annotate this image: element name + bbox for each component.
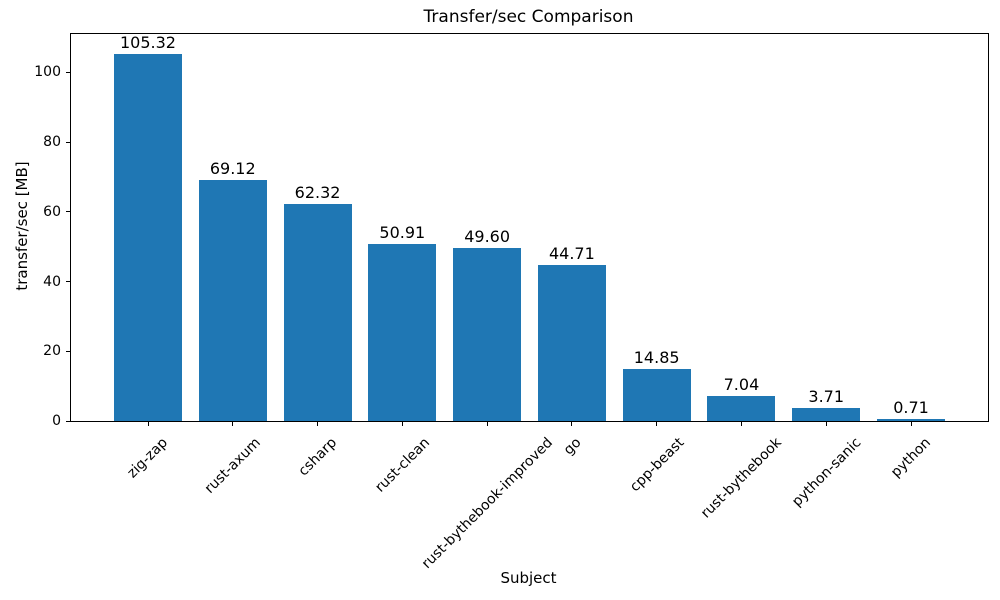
- x-tick-mark: [317, 422, 319, 426]
- x-tick-label: rust-axum: [201, 434, 264, 497]
- bar-value-label: 105.32: [120, 32, 176, 52]
- y-tick-label: 40: [43, 273, 61, 290]
- bar-value-label: 50.91: [379, 222, 426, 242]
- x-tick-mark: [825, 422, 827, 426]
- y-tick-mark: [66, 71, 70, 73]
- chart-title: Transfer/sec Comparison: [423, 7, 634, 27]
- bar-rust-axum: [198, 180, 267, 421]
- y-tick-mark: [66, 420, 70, 422]
- bar-value-label: 49.60: [464, 227, 511, 247]
- x-tick-label: rust-bythebook-improved: [418, 434, 556, 572]
- x-tick-label: zig-zap: [124, 434, 172, 482]
- bar-rust-bythebook-improved: [453, 248, 522, 421]
- bar-rust-bythebook: [707, 396, 776, 421]
- bar-value-label: 3.71: [808, 387, 845, 407]
- x-tick-label: python-sanic: [788, 434, 865, 510]
- y-tick-mark: [66, 350, 70, 352]
- x-tick-label: rust-clean: [371, 434, 433, 496]
- bar-python: [877, 418, 945, 421]
- x-tick-label: csharp: [295, 434, 340, 480]
- bar-rust-clean: [368, 243, 437, 421]
- plot-area: 0 20 40 60 80 100 105.32 zig-zap 69.12 rust-axum 6…: [34, 32, 989, 572]
- bar-value-label: 7.04: [723, 375, 760, 395]
- x-tick-label: python: [888, 434, 934, 481]
- x-axis-label: Subject: [500, 569, 557, 587]
- bar-value-label: 62.32: [294, 182, 341, 202]
- y-tick-mark: [66, 281, 70, 283]
- x-tick-label: rust-bythebook: [697, 434, 785, 522]
- bar-csharp: [283, 203, 352, 421]
- bar-value-label: 69.12: [209, 159, 256, 179]
- x-tick-label: cpp-beast: [626, 434, 688, 496]
- bar-value-label: 44.71: [548, 244, 595, 264]
- bar-python-sanic: [792, 408, 861, 421]
- x-tick-mark: [232, 422, 234, 426]
- bar-value-label: 0.71: [893, 397, 929, 417]
- x-tick-mark: [740, 422, 742, 426]
- y-tick-label: 100: [34, 64, 61, 81]
- bar-cpp-beast: [622, 369, 691, 421]
- y-tick-label: 80: [43, 134, 61, 151]
- y-tick-mark: [66, 211, 70, 213]
- x-tick-mark: [571, 422, 573, 426]
- y-tick-label: 20: [43, 343, 61, 360]
- x-tick-mark: [910, 422, 912, 426]
- x-tick-label: go: [560, 434, 585, 459]
- bar-go: [537, 265, 606, 421]
- bar-zig-zap: [114, 53, 182, 421]
- y-tick-label: 0: [52, 413, 61, 429]
- bar-value-label: 14.85: [633, 348, 680, 368]
- x-tick-mark: [147, 422, 149, 426]
- y-tick-mark: [66, 141, 70, 143]
- x-tick-mark: [486, 422, 488, 426]
- y-tick-label: 60: [43, 203, 61, 220]
- x-tick-mark: [656, 422, 658, 426]
- x-tick-mark: [401, 422, 403, 426]
